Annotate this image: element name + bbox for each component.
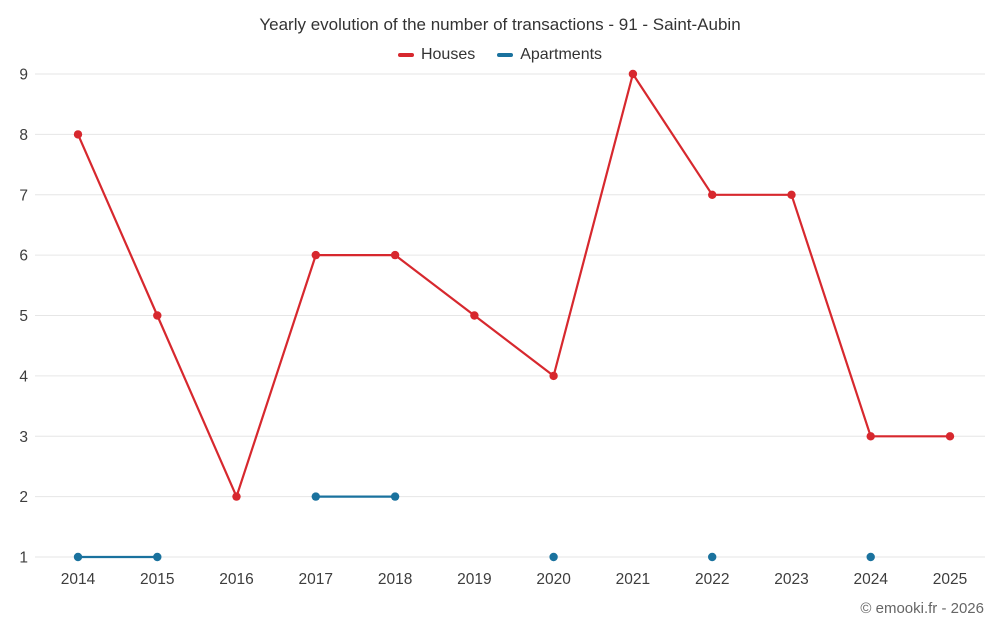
point-apartments-2015[interactable] [153, 552, 162, 562]
x-tick-label-2024: 2024 [853, 571, 888, 588]
chart-title: Yearly evolution of the number of transa… [259, 15, 741, 34]
legend: Houses Apartments [0, 46, 1000, 64]
houses-legend-marker-icon [397, 53, 414, 57]
x-tick-label-2022: 2022 [695, 571, 729, 588]
y-tick-label-7: 7 [19, 187, 28, 204]
y-tick-label-8: 8 [19, 127, 28, 144]
y-tick-label-6: 6 [19, 248, 28, 265]
legend-item-houses[interactable]: Houses [397, 46, 476, 64]
point-houses-2018[interactable] [390, 250, 400, 260]
x-tick-label-2014: 2014 [61, 571, 96, 588]
x-tick-label-2018: 2018 [378, 571, 412, 588]
legend-label-houses: Houses [420, 46, 476, 63]
y-tick-label-9: 9 [19, 67, 28, 84]
point-apartments-2020[interactable] [549, 552, 558, 562]
point-apartments-2017[interactable] [311, 492, 320, 501]
legend-label-apartments: Apartments [520, 46, 603, 63]
point-houses-2025[interactable] [945, 432, 955, 441]
point-houses-2014[interactable] [73, 130, 83, 139]
x-tick-label-2025: 2025 [933, 571, 967, 588]
point-apartments-2018[interactable] [390, 492, 400, 501]
y-tick-label-4: 4 [19, 368, 28, 385]
point-houses-2015[interactable] [153, 311, 162, 320]
footer-credit: © emooki.fr - 2026 [860, 600, 984, 617]
x-tick-label-2017: 2017 [299, 571, 333, 588]
y-tick-label-1: 1 [19, 550, 28, 567]
y-tick-label-3: 3 [19, 429, 28, 446]
legend-item-apartments[interactable]: Apartments [497, 46, 602, 64]
x-tick-label-2016: 2016 [219, 571, 253, 588]
x-tick-label-2023: 2023 [774, 571, 808, 588]
point-apartments-2022[interactable] [708, 552, 717, 562]
point-houses-2023[interactable] [787, 190, 796, 199]
x-tick-label-2020: 2020 [536, 571, 571, 588]
x-tick-label-2019: 2019 [457, 571, 491, 588]
point-apartments-2024[interactable] [866, 552, 875, 562]
point-houses-2019[interactable] [470, 311, 479, 320]
point-houses-2020[interactable] [549, 371, 558, 381]
point-apartments-2014[interactable] [73, 552, 83, 562]
point-houses-2017[interactable] [311, 250, 320, 260]
point-houses-2022[interactable] [708, 190, 717, 199]
x-tick-label-2015: 2015 [140, 571, 174, 588]
y-tick-label-2: 2 [19, 489, 28, 506]
point-houses-2024[interactable] [866, 432, 875, 441]
x-tick-label-2021: 2021 [616, 571, 650, 588]
y-tick-label-5: 5 [19, 308, 28, 325]
apartments-legend-marker-icon [497, 53, 514, 57]
series-line-houses [76, 72, 952, 498]
point-houses-2021[interactable] [628, 69, 638, 79]
point-houses-2016[interactable] [232, 492, 241, 501]
